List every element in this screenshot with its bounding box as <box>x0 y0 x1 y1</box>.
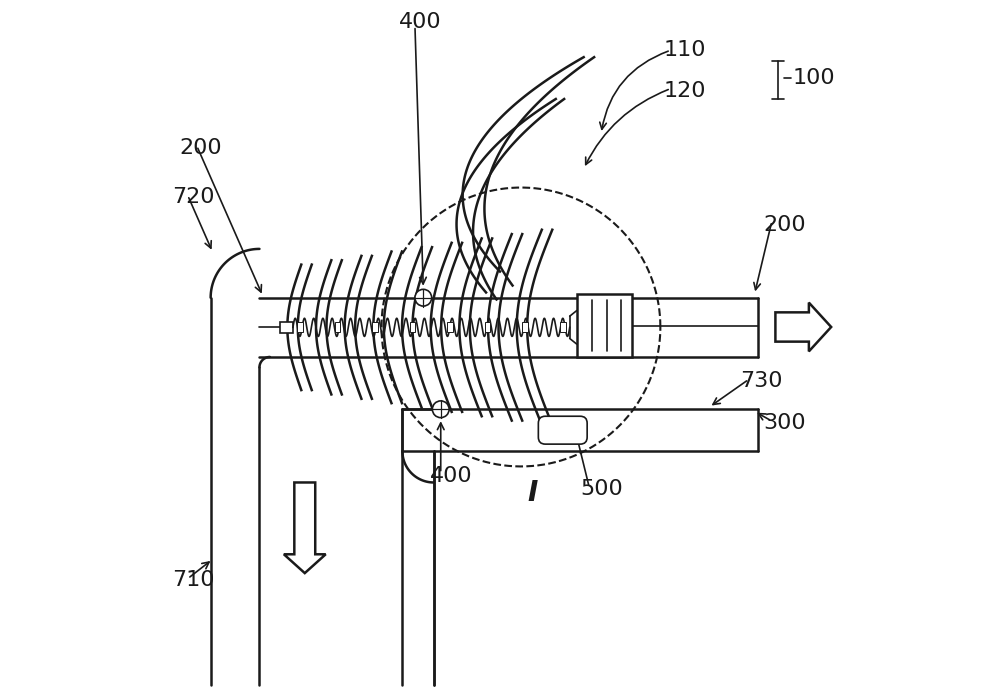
Bar <box>410 323 415 332</box>
Polygon shape <box>775 302 831 351</box>
Bar <box>297 323 303 332</box>
Text: 120: 120 <box>664 80 706 101</box>
Text: 710: 710 <box>172 570 215 590</box>
Text: 300: 300 <box>764 413 806 433</box>
Text: 100: 100 <box>793 68 835 88</box>
Circle shape <box>432 401 449 418</box>
Bar <box>522 323 528 332</box>
Bar <box>577 294 632 357</box>
Bar <box>335 323 340 332</box>
Text: 400: 400 <box>430 466 473 486</box>
Text: 500: 500 <box>580 480 623 499</box>
Text: 200: 200 <box>179 138 222 158</box>
Circle shape <box>415 289 432 306</box>
Text: 200: 200 <box>764 214 806 234</box>
Text: I: I <box>528 479 538 507</box>
Bar <box>485 323 490 332</box>
Bar <box>372 323 378 332</box>
FancyBboxPatch shape <box>538 416 587 444</box>
Text: 730: 730 <box>741 372 783 391</box>
Polygon shape <box>284 482 326 573</box>
Text: 110: 110 <box>664 40 706 60</box>
Text: 400: 400 <box>399 13 442 32</box>
Text: 720: 720 <box>172 187 215 206</box>
Bar <box>280 322 293 333</box>
Bar <box>447 323 453 332</box>
Bar <box>560 323 566 332</box>
